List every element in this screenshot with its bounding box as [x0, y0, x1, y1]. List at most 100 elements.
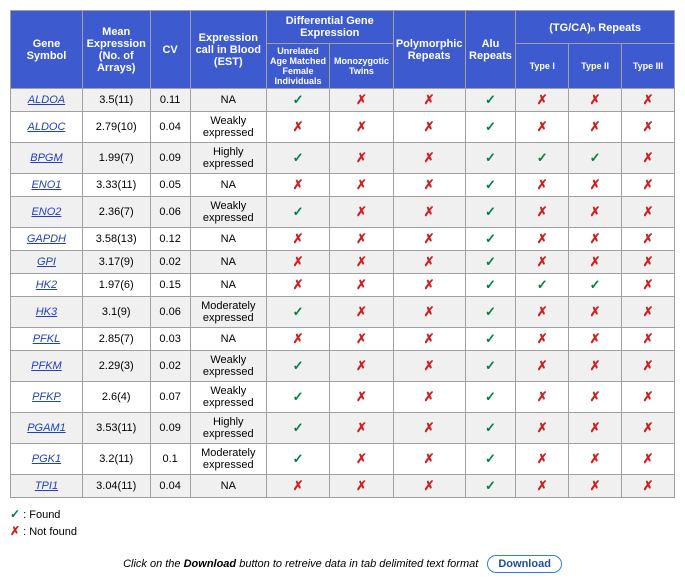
- cross-icon: ✗: [293, 231, 304, 246]
- cell-t2: ✗: [569, 89, 622, 112]
- cross-icon: ✗: [424, 420, 435, 435]
- cross-icon: ✗: [590, 451, 601, 466]
- cross-icon: ✗: [643, 231, 654, 246]
- cross-icon: ✗: [590, 254, 601, 269]
- footer: Click on the Download button to retreive…: [10, 555, 675, 573]
- cell-t2: ✗: [569, 382, 622, 413]
- cross-icon: ✗: [590, 304, 601, 319]
- cell-mean: 1.97(6): [82, 274, 150, 297]
- cross-icon: ✗: [293, 177, 304, 192]
- legend-found-label: : Found: [23, 509, 60, 521]
- cell-poly: ✗: [393, 228, 465, 251]
- cross-icon: ✗: [643, 478, 654, 493]
- gene-link[interactable]: PGAM1: [27, 422, 66, 434]
- cross-icon: ✗: [537, 358, 548, 373]
- check-icon: ✓: [293, 204, 304, 219]
- cell-d2: ✗: [330, 475, 393, 498]
- cross-icon: ✗: [424, 277, 435, 292]
- check-icon: ✓: [485, 92, 496, 107]
- cell-poly: ✗: [393, 143, 465, 174]
- cross-icon: ✗: [356, 277, 367, 292]
- gene-link[interactable]: TPI1: [35, 480, 58, 492]
- check-icon: ✓: [485, 119, 496, 134]
- cell-t1: ✗: [516, 351, 569, 382]
- cell-t2: ✗: [569, 174, 622, 197]
- cell-t1: ✗: [516, 475, 569, 498]
- cell-alu: ✓: [465, 351, 516, 382]
- gene-link[interactable]: HK3: [36, 306, 57, 318]
- table-row: ENO13.33(11)0.05NA✗✗✗✓✗✗✗: [11, 174, 675, 197]
- cell-call: Moderately expressed: [190, 444, 266, 475]
- gene-link[interactable]: ENO2: [31, 206, 61, 218]
- cell-t2: ✗: [569, 475, 622, 498]
- check-icon: ✓: [485, 420, 496, 435]
- gene-link[interactable]: PGK1: [32, 453, 61, 465]
- cross-icon: ✗: [356, 389, 367, 404]
- cell-alu: ✓: [465, 228, 516, 251]
- col-call: Expression call in Blood (EST): [190, 11, 266, 89]
- cross-icon: ✗: [537, 478, 548, 493]
- cross-icon: ✗: [590, 331, 601, 346]
- cell-t1: ✗: [516, 228, 569, 251]
- gene-link[interactable]: BPGM: [30, 152, 62, 164]
- check-icon: ✓: [293, 389, 304, 404]
- cell-poly: ✗: [393, 382, 465, 413]
- cell-d2: ✗: [330, 297, 393, 328]
- gene-link[interactable]: PFKM: [31, 360, 62, 372]
- cell-t2: ✓: [569, 274, 622, 297]
- cell-d2: ✗: [330, 328, 393, 351]
- cross-icon: ✗: [356, 231, 367, 246]
- cell-t1: ✗: [516, 328, 569, 351]
- cell-t2: ✓: [569, 143, 622, 174]
- cell-d2: ✗: [330, 228, 393, 251]
- table-row: GAPDH3.58(13)0.12NA✗✗✗✓✗✗✗: [11, 228, 675, 251]
- table-row: PFKL2.85(7)0.03NA✗✗✗✓✗✗✗: [11, 328, 675, 351]
- cross-icon: ✗: [590, 358, 601, 373]
- check-icon: ✓: [537, 150, 548, 165]
- gene-link[interactable]: ALDOA: [28, 94, 65, 106]
- gene-link[interactable]: PFKL: [33, 333, 61, 345]
- cross-icon: ✗: [293, 478, 304, 493]
- cell-mean: 2.29(3): [82, 351, 150, 382]
- cell-alu: ✓: [465, 112, 516, 143]
- cell-d1: ✓: [266, 444, 329, 475]
- check-icon: ✓: [485, 204, 496, 219]
- cell-cv: 0.07: [150, 382, 190, 413]
- cell-cv: 0.02: [150, 251, 190, 274]
- gene-link[interactable]: HK2: [36, 279, 57, 291]
- gene-link[interactable]: GAPDH: [27, 233, 66, 245]
- cell-cv: 0.11: [150, 89, 190, 112]
- check-icon: ✓: [485, 277, 496, 292]
- cell-gene: GPI: [11, 251, 83, 274]
- cell-d1: ✗: [266, 112, 329, 143]
- table-row: BPGM1.99(7)0.09Highly expressed✓✗✗✓✓✓✗: [11, 143, 675, 174]
- download-button[interactable]: Download: [487, 555, 562, 573]
- gene-link[interactable]: PFKP: [32, 391, 61, 403]
- cross-icon: ✗: [10, 524, 20, 538]
- cross-icon: ✗: [356, 304, 367, 319]
- cell-poly: ✗: [393, 444, 465, 475]
- cell-d2: ✗: [330, 174, 393, 197]
- cell-t3: ✗: [622, 328, 675, 351]
- gene-link[interactable]: ALDOC: [27, 121, 65, 133]
- cell-d1: ✗: [266, 251, 329, 274]
- cell-d2: ✗: [330, 274, 393, 297]
- cell-t3: ✗: [622, 444, 675, 475]
- cell-t2: ✗: [569, 228, 622, 251]
- cell-mean: 3.53(11): [82, 413, 150, 444]
- cell-d1: ✓: [266, 297, 329, 328]
- cell-poly: ✗: [393, 413, 465, 444]
- cell-t1: ✗: [516, 413, 569, 444]
- gene-link[interactable]: ENO1: [31, 179, 61, 191]
- cross-icon: ✗: [356, 358, 367, 373]
- check-icon: ✓: [485, 231, 496, 246]
- cell-call: NA: [190, 251, 266, 274]
- cell-t3: ✗: [622, 89, 675, 112]
- gene-link[interactable]: GPI: [37, 256, 56, 268]
- cross-icon: ✗: [643, 331, 654, 346]
- cross-icon: ✗: [424, 119, 435, 134]
- cell-d1: ✓: [266, 351, 329, 382]
- cell-d2: ✗: [330, 143, 393, 174]
- cross-icon: ✗: [293, 119, 304, 134]
- cross-icon: ✗: [293, 331, 304, 346]
